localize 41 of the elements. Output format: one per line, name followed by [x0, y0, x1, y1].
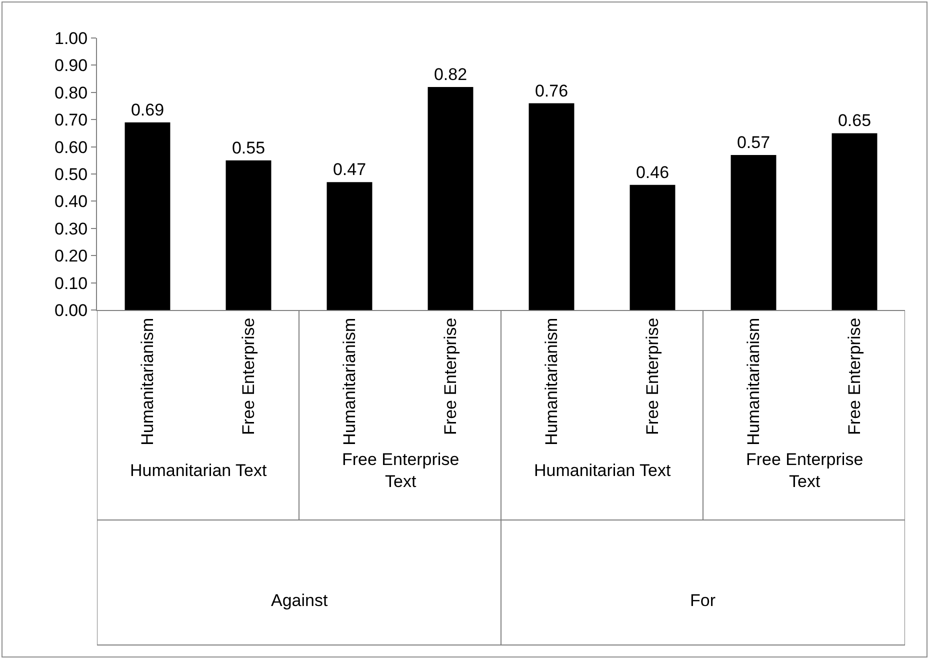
x-tick-label: Free Enterprise: [643, 318, 662, 435]
data-label: 0.69: [130, 100, 164, 120]
x-tick-label: Humanitarianism: [542, 318, 562, 446]
y-tick-label: 0.10: [54, 274, 88, 293]
text: Against: [271, 591, 328, 610]
text: Humanitarian Text: [534, 461, 671, 480]
bar: [730, 154, 776, 310]
y-tick-label: 1.00: [54, 28, 88, 48]
bar: [428, 86, 474, 310]
bar: [226, 160, 272, 310]
x-tick-label: Free Enterprise: [441, 318, 460, 435]
data-label: 0.55: [232, 138, 266, 158]
bar: [832, 133, 878, 310]
text: For: [690, 591, 716, 610]
y-tick-label: 0.20: [54, 246, 88, 266]
data-label: 0.57: [736, 132, 770, 152]
text: Free Enterprise Text: [342, 450, 460, 492]
bar: [326, 182, 372, 310]
y-tick-label: 0.70: [54, 110, 88, 130]
y-tick-label: 0.50: [54, 164, 88, 184]
x-tick-label: Humanitarianism: [340, 318, 360, 446]
y-tick-label: 0.90: [54, 56, 88, 76]
data-label: 0.47: [332, 160, 366, 180]
x-tick-label: Humanitarianism: [744, 318, 764, 446]
data-label: 0.82: [434, 64, 468, 84]
data-label: 0.76: [534, 81, 568, 100]
y-tick-label: 0.60: [54, 138, 88, 157]
x-tick-label: Humanitarianism: [138, 318, 158, 446]
x-tick-label: Free Enterprise: [239, 318, 258, 435]
text: Free Enterprise Text: [746, 450, 864, 492]
bar: [124, 122, 170, 310]
y-tick-label: 0.40: [54, 192, 88, 212]
data-label: 0.65: [838, 111, 872, 130]
y-tick-label: 0.30: [54, 219, 88, 238]
data-label: 0.46: [636, 162, 670, 182]
y-tick-label: 0.80: [54, 83, 88, 102]
y-tick-label: 0.00: [54, 300, 88, 320]
text: Humanitarian Text: [130, 461, 267, 480]
bar: [630, 184, 676, 310]
x-tick-label: Free Enterprise: [845, 318, 864, 435]
bar: [528, 103, 574, 310]
